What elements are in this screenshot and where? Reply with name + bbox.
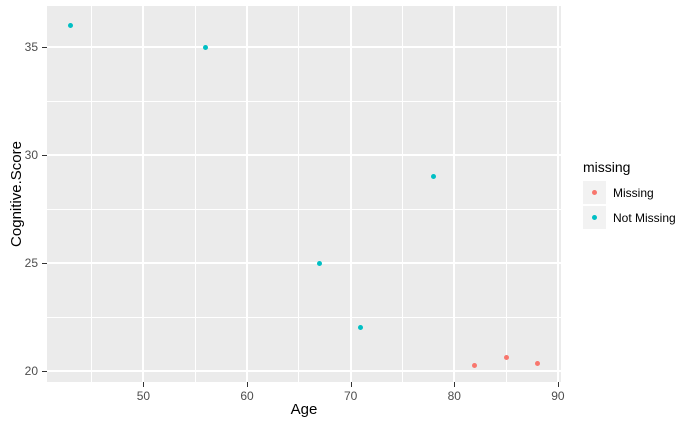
legend-item: Not Missing — [578, 206, 690, 229]
x-tick-label: 50 — [136, 389, 151, 403]
legend-label: Not Missing — [613, 210, 676, 225]
x-tick-mark — [350, 382, 352, 387]
gridline-minor-vertical — [194, 6, 196, 382]
x-tick-mark — [454, 382, 456, 387]
data-point-not-missing — [203, 44, 209, 50]
data-point-not-missing — [431, 174, 437, 180]
gridline-major-vertical — [246, 6, 248, 382]
data-point-missing — [534, 361, 540, 367]
legend-key — [583, 181, 606, 204]
data-point-not-missing — [358, 325, 364, 331]
data-point-missing — [472, 363, 478, 369]
gridline-minor-vertical — [505, 6, 507, 382]
y-tick-label: 35 — [24, 40, 38, 55]
x-tick-label: 70 — [343, 389, 358, 403]
gridline-minor-vertical — [401, 6, 403, 382]
y-tick-mark — [42, 155, 47, 157]
x-tick-label: 60 — [240, 389, 254, 403]
y-tick-label: 20 — [24, 364, 38, 379]
data-point-not-missing — [68, 22, 74, 28]
legend-title: missing — [583, 159, 631, 175]
y-tick-mark — [42, 371, 47, 373]
y-tick-mark — [42, 47, 47, 49]
legend-item: Missing — [578, 181, 690, 204]
gridline-major-horizontal — [47, 262, 561, 265]
x-tick-mark — [143, 382, 145, 387]
y-tick-label: 30 — [24, 148, 38, 163]
gridline-major-horizontal — [47, 46, 561, 49]
x-tick-mark — [557, 382, 559, 387]
gridline-major-vertical — [556, 6, 559, 382]
legend-key — [583, 206, 606, 229]
x-tick-label: 90 — [551, 389, 565, 403]
y-axis: 20 25 30 35 — [0, 6, 47, 382]
gridline-major-vertical — [142, 6, 145, 382]
x-axis: 50 60 70 80 90 — [47, 382, 565, 412]
gridline-major-vertical — [349, 6, 352, 382]
x-tick-label: 80 — [447, 389, 461, 403]
plot-panel — [47, 6, 561, 382]
gridline-minor-vertical — [298, 6, 300, 382]
gridline-major-vertical — [453, 6, 456, 382]
legend-swatch-icon — [592, 215, 597, 220]
y-axis-title: Cognitive.Score — [8, 141, 25, 247]
legend-swatch-icon — [592, 190, 597, 195]
x-axis-title: Age — [290, 401, 318, 418]
gridline-minor-horizontal — [47, 100, 561, 102]
x-tick-mark — [247, 382, 248, 387]
legend-items: Missing Not Missing — [578, 181, 690, 229]
legend-label: Missing — [613, 185, 654, 200]
gridline-minor-horizontal — [47, 316, 561, 318]
data-point-missing — [503, 354, 509, 360]
legend: missing Missing Not Missing — [578, 159, 690, 231]
gridline-minor-horizontal — [47, 208, 561, 210]
y-tick-label: 25 — [24, 256, 38, 271]
gridline-minor-vertical — [91, 6, 93, 382]
y-tick-mark — [42, 263, 47, 265]
data-point-not-missing — [317, 260, 323, 266]
gridline-major-horizontal — [47, 154, 561, 157]
gridline-major-horizontal — [47, 370, 561, 373]
